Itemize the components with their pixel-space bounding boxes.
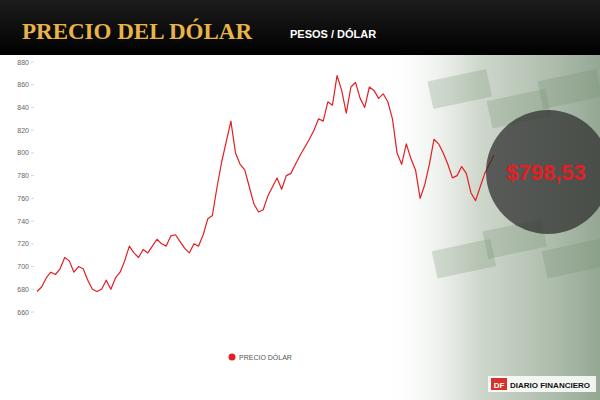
y-tick-label: 760: [17, 195, 29, 202]
y-tick: [31, 175, 34, 176]
y-tick-label: 720: [17, 240, 29, 247]
y-tick-label: 780: [17, 172, 29, 179]
banknote: [542, 239, 600, 279]
y-tick: [31, 198, 34, 199]
logo-box: [491, 378, 507, 390]
y-tick-label: 660: [17, 309, 29, 316]
page: {"chart_data": { "type": "line", "title"…: [0, 0, 600, 400]
y-tick: [31, 62, 34, 63]
y-tick-label: 860: [17, 81, 29, 88]
y-tick-label: 740: [17, 218, 29, 225]
legend: PRECIO DÓLAR: [229, 353, 292, 361]
y-tick: [31, 312, 34, 313]
y-tick: [31, 107, 34, 108]
source: DIARIO FINANCIERO: [510, 381, 590, 390]
y-tick: [31, 266, 34, 267]
banknote: [428, 69, 493, 109]
y-tick-label: 700: [17, 263, 29, 270]
legend-label: PRECIO DÓLAR: [239, 353, 292, 361]
y-tick: [31, 289, 34, 290]
subtitle: PESOS / DÓLAR: [290, 28, 376, 40]
y-tick: [31, 221, 34, 222]
y-axis: 660 680 700 720 740 760 780 800 820 840 860 880: [17, 59, 34, 316]
chart: PRECIO DEL DÓLAR PESOS / DÓLAR 660 680 700 72…: [0, 0, 600, 400]
plot-area: [37, 76, 494, 292]
y-tick: [31, 84, 34, 85]
y-tick: [31, 130, 34, 131]
logo: DF: [494, 381, 505, 390]
y-tick-label: 800: [17, 149, 29, 156]
header: [0, 0, 600, 55]
y-tick-label: 880: [17, 59, 29, 66]
y-tick-label: 820: [17, 127, 29, 134]
highlight-circle: [486, 110, 600, 234]
price-line: [37, 76, 494, 292]
y-tick: [31, 243, 34, 244]
annotation: $798,53: [506, 160, 586, 185]
y-tick-label: 680: [17, 286, 29, 293]
y-tick-label: 840: [17, 104, 29, 111]
y-tick: [31, 152, 34, 153]
banknote: [538, 69, 600, 109]
footer-patch: [488, 376, 596, 392]
legend-marker: [229, 354, 236, 361]
title: PRECIO DEL DÓLAR: [22, 18, 252, 44]
